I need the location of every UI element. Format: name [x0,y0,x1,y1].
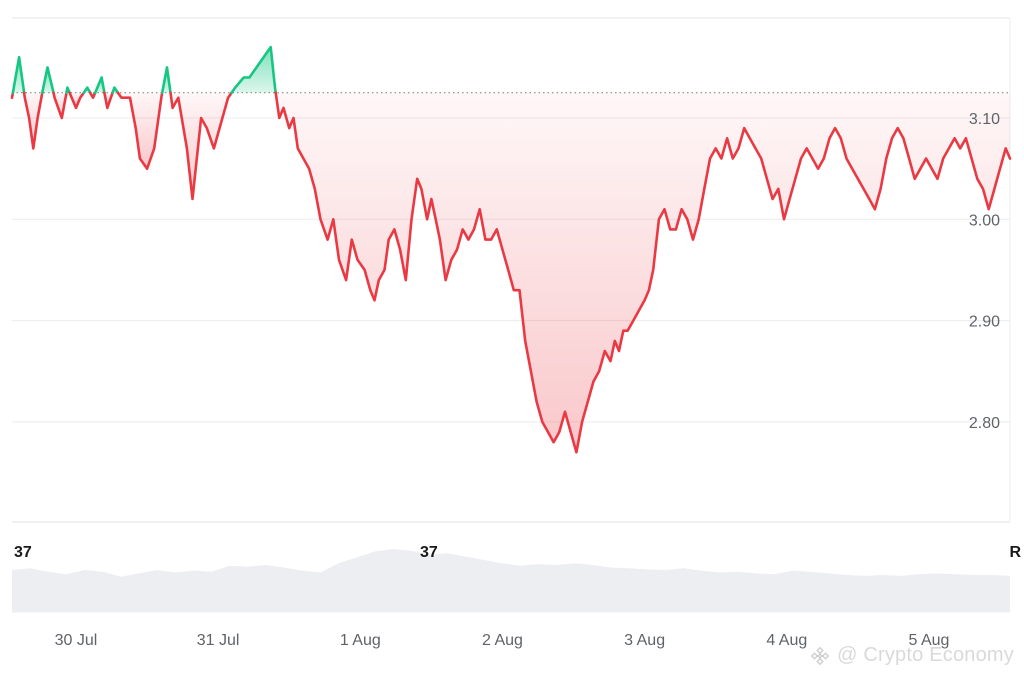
x-tick-label: 4 Aug [766,632,807,649]
down-area-2 [24,92,43,149]
x-tick-label: 2 Aug [482,632,523,649]
down-line-2 [22,91,44,150]
x-tick-label: 5 Aug [908,632,949,649]
down-area-4 [53,92,67,118]
down-line-16 [274,91,1012,454]
y-tick-label: 2.80 [969,415,1000,432]
y-axis-ticks: 2.80 2.90 3.00 3.10 [969,111,1000,432]
x-tick-label: 1 Aug [340,632,381,649]
x-tick-label: 31 Jul [197,632,240,649]
up-line-15 [230,45,277,94]
up-line-9 [93,76,106,94]
y-tick-label: 3.00 [969,212,1000,229]
up-line-1 [11,55,26,94]
up-line-13 [160,66,172,94]
x-tick-label: 30 Jul [55,632,98,649]
watermark: @ Crypto Economy [809,644,1014,667]
binance-diamond-icon [810,646,830,665]
down-line-12 [116,91,164,170]
up-line-3 [41,66,55,94]
down-area-14 [170,92,232,199]
volume-label: R [1009,544,1021,561]
down-line-10 [103,91,114,110]
up-line-7 [82,86,92,94]
down-line-14 [169,91,233,201]
down-line-8 [88,91,97,99]
volume-label: 37 [420,544,438,561]
up-line-5 [65,86,71,94]
down-area-16 [275,92,1010,453]
y-tick-label: 2.90 [969,314,1000,331]
x-axis-ticks: 30 Jul 31 Jul 1 Aug 2 Aug 3 Aug 4 Aug 5 Aug [55,632,950,649]
volume-area [12,549,1010,613]
volume-fill [12,549,1010,612]
down-line-4 [52,91,68,120]
volume-labels: 37 37 R [14,544,1021,561]
x-tick-label: 3 Aug [624,632,665,649]
price-area-fills [12,47,1010,453]
watermark-text: @ Crypto Economy [837,644,1014,666]
y-tick-label: 3.10 [969,111,1000,128]
price-lines [10,45,1012,454]
down-area-12 [117,92,163,169]
up-line-11 [111,86,120,94]
volume-label: 37 [14,544,32,561]
up-area-15 [231,47,276,93]
down-line-6 [68,91,86,110]
